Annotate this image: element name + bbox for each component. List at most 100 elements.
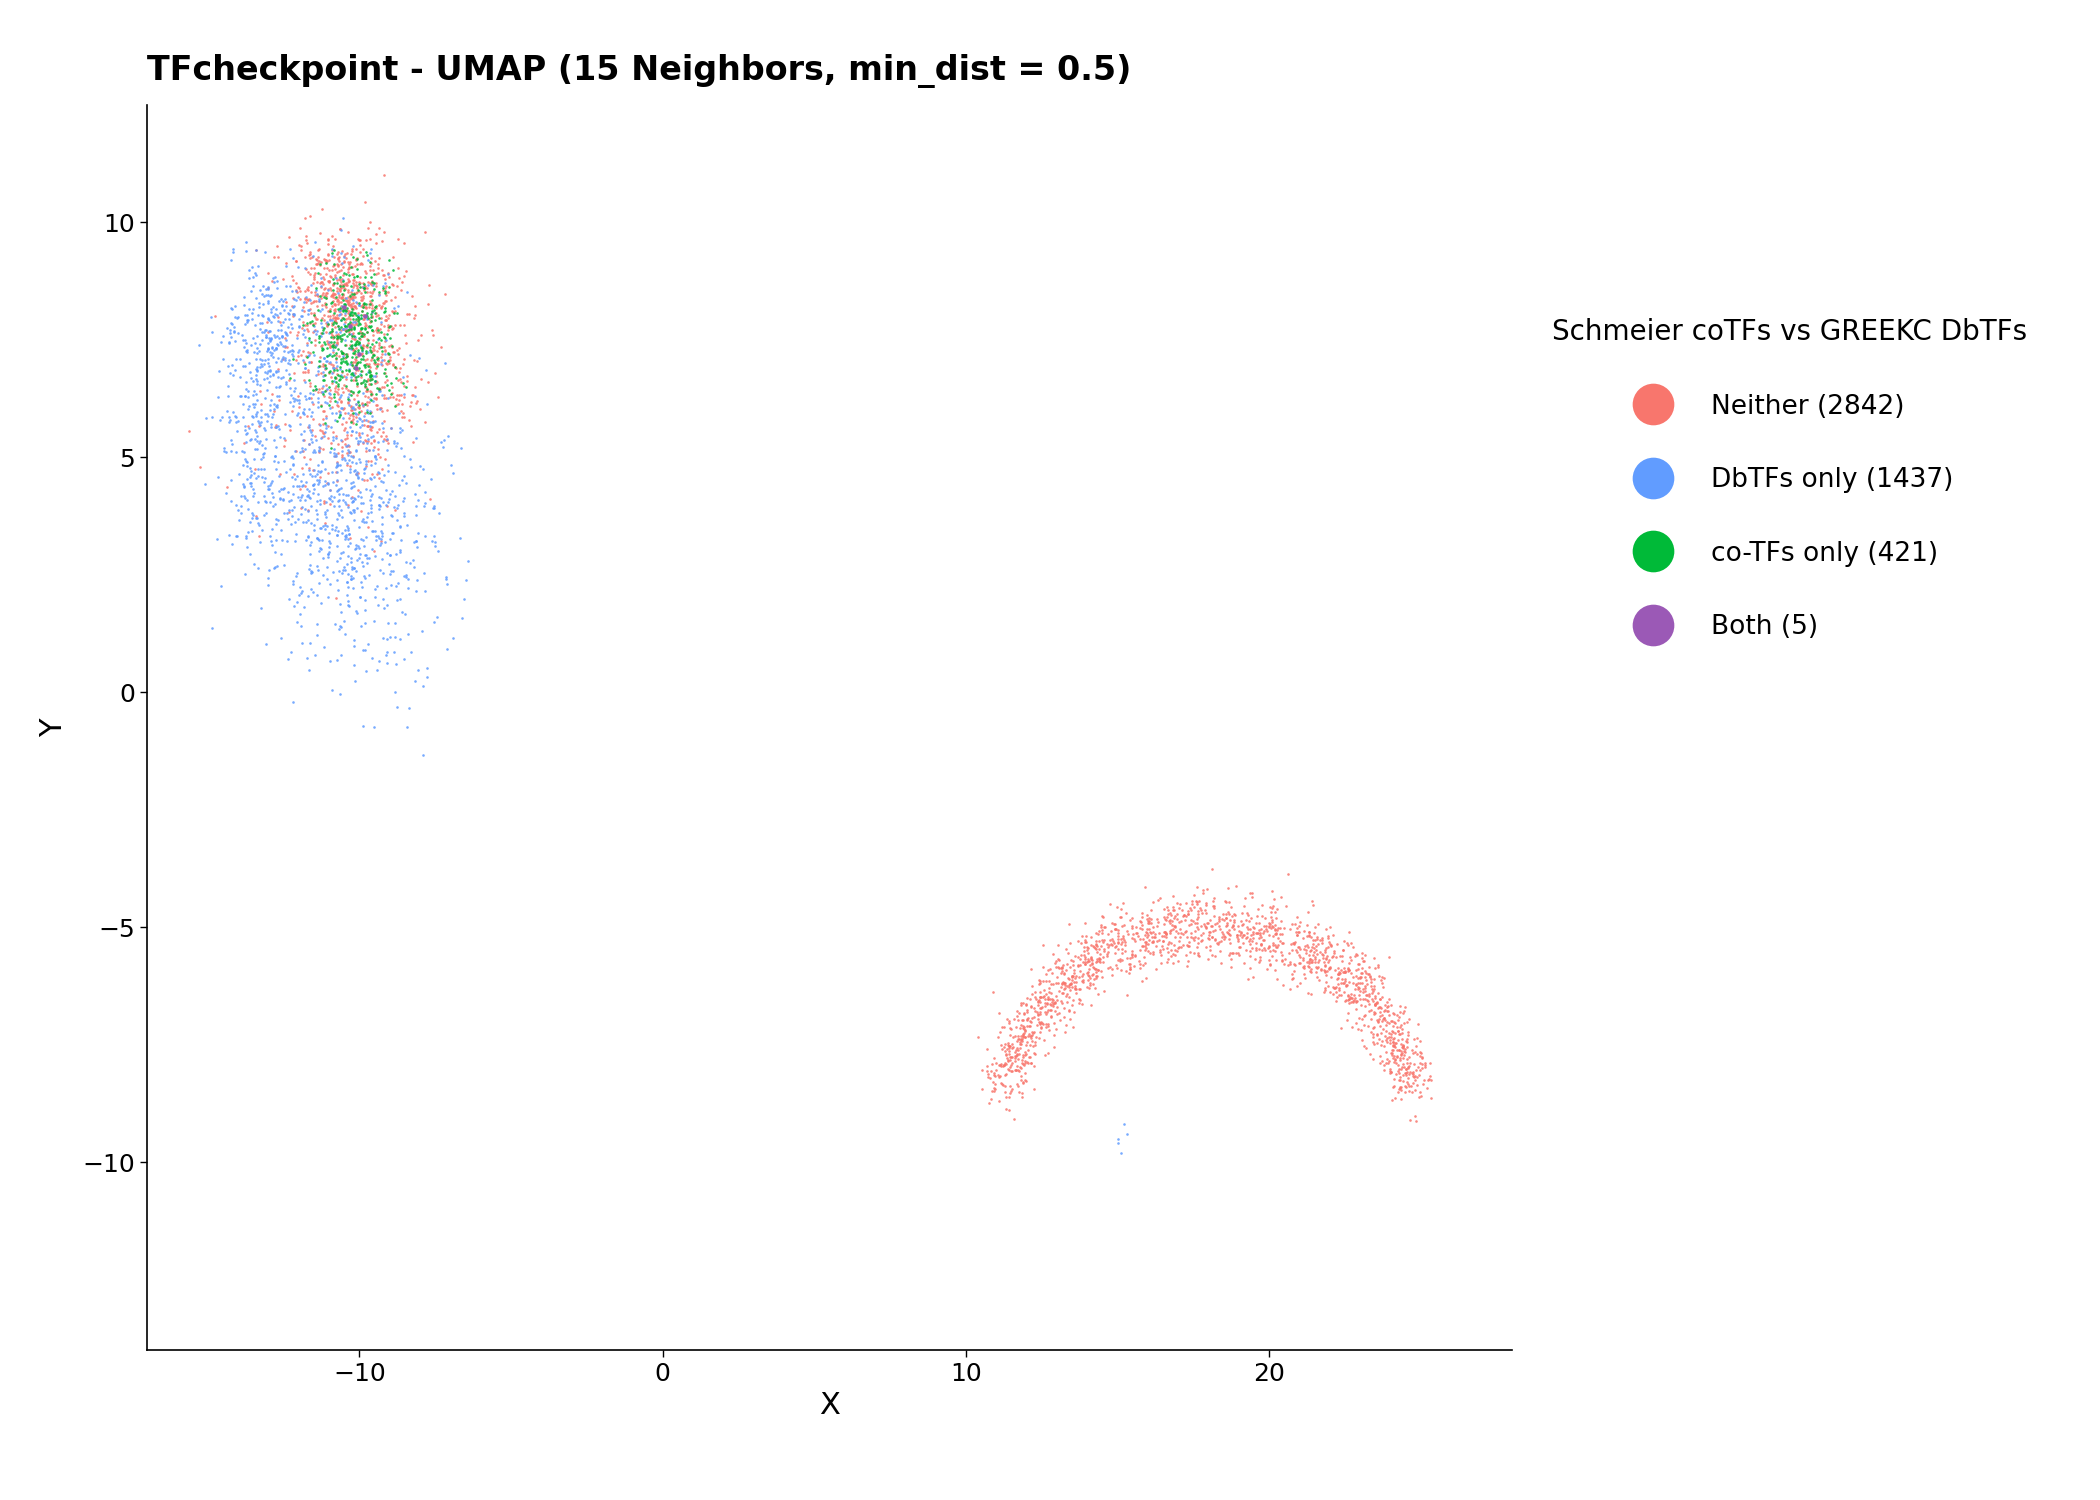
Point xyxy=(1006,992,1040,1016)
Point xyxy=(368,410,401,434)
Point xyxy=(319,460,353,484)
Point xyxy=(328,316,361,340)
Point xyxy=(227,336,260,360)
Point xyxy=(300,612,334,636)
Point xyxy=(378,314,412,338)
Point xyxy=(338,297,372,321)
Point xyxy=(382,368,416,392)
Point xyxy=(332,590,365,613)
Point xyxy=(388,332,422,356)
Point xyxy=(298,440,332,464)
Point xyxy=(330,273,363,297)
Point xyxy=(279,326,313,350)
Point xyxy=(290,452,323,476)
Point xyxy=(258,416,292,440)
Point xyxy=(304,459,338,483)
Point xyxy=(1250,914,1283,938)
Point xyxy=(275,447,309,471)
Point xyxy=(1111,920,1145,944)
Point xyxy=(340,304,374,328)
Point xyxy=(254,414,288,438)
Point xyxy=(336,556,370,580)
Point xyxy=(1228,908,1262,932)
Point xyxy=(361,332,395,356)
Point xyxy=(1126,914,1159,938)
Point xyxy=(1376,1088,1409,1112)
Point xyxy=(349,400,382,424)
Point xyxy=(1388,1011,1422,1035)
Point xyxy=(1069,930,1103,954)
Point xyxy=(1348,982,1382,1006)
Point xyxy=(317,267,351,291)
Point xyxy=(311,471,344,495)
Point xyxy=(428,282,462,306)
Point xyxy=(279,610,313,634)
Point xyxy=(229,430,262,454)
Point xyxy=(1384,1078,1418,1102)
Point xyxy=(296,320,330,344)
Point xyxy=(338,459,372,483)
Point xyxy=(220,420,254,444)
Point xyxy=(1180,910,1214,934)
Point xyxy=(288,369,321,393)
Point xyxy=(359,363,393,387)
Point xyxy=(1392,1056,1426,1080)
Point xyxy=(1292,900,1325,924)
Point xyxy=(1010,1038,1044,1062)
Point xyxy=(252,330,286,354)
Point xyxy=(1054,948,1088,972)
Point xyxy=(271,501,304,525)
Point xyxy=(1182,902,1216,926)
Point xyxy=(319,322,353,346)
Point xyxy=(1002,1000,1035,1024)
Point xyxy=(372,279,405,303)
Point xyxy=(424,334,458,358)
Point xyxy=(235,333,269,357)
Point xyxy=(323,396,357,420)
Point xyxy=(321,246,355,270)
Point xyxy=(277,288,311,312)
Point xyxy=(349,356,382,380)
Point xyxy=(1226,912,1260,936)
Point xyxy=(342,394,376,418)
Point xyxy=(1109,902,1142,926)
Point xyxy=(309,500,342,523)
Point xyxy=(1292,920,1325,944)
Point xyxy=(336,244,370,268)
Point xyxy=(1224,921,1258,945)
Point xyxy=(254,334,288,358)
Point xyxy=(315,225,349,249)
Point xyxy=(1218,903,1252,927)
Point xyxy=(336,234,370,258)
Point xyxy=(1296,950,1329,974)
Point xyxy=(294,372,328,396)
Point xyxy=(260,304,294,328)
Point xyxy=(355,304,388,328)
Point xyxy=(1084,914,1117,938)
Point xyxy=(395,414,428,438)
Point xyxy=(1334,958,1367,982)
Point xyxy=(1310,969,1344,993)
Point xyxy=(244,333,277,357)
Point xyxy=(349,378,382,402)
Point xyxy=(244,530,277,554)
Point xyxy=(1014,1029,1048,1053)
Point xyxy=(239,238,273,262)
Point xyxy=(288,256,321,280)
Point xyxy=(998,1107,1031,1131)
Point xyxy=(309,405,342,429)
Point xyxy=(248,436,281,460)
Point xyxy=(399,503,433,526)
Point xyxy=(351,270,384,294)
Point xyxy=(323,644,357,668)
Point xyxy=(1174,924,1208,948)
Point xyxy=(399,390,433,414)
Point xyxy=(1256,915,1289,939)
Point xyxy=(1218,902,1252,926)
Point xyxy=(313,648,346,672)
Point xyxy=(286,429,319,453)
Point xyxy=(1241,910,1275,934)
Point xyxy=(1376,1034,1409,1058)
Point xyxy=(1306,946,1340,970)
Point xyxy=(1310,944,1344,968)
